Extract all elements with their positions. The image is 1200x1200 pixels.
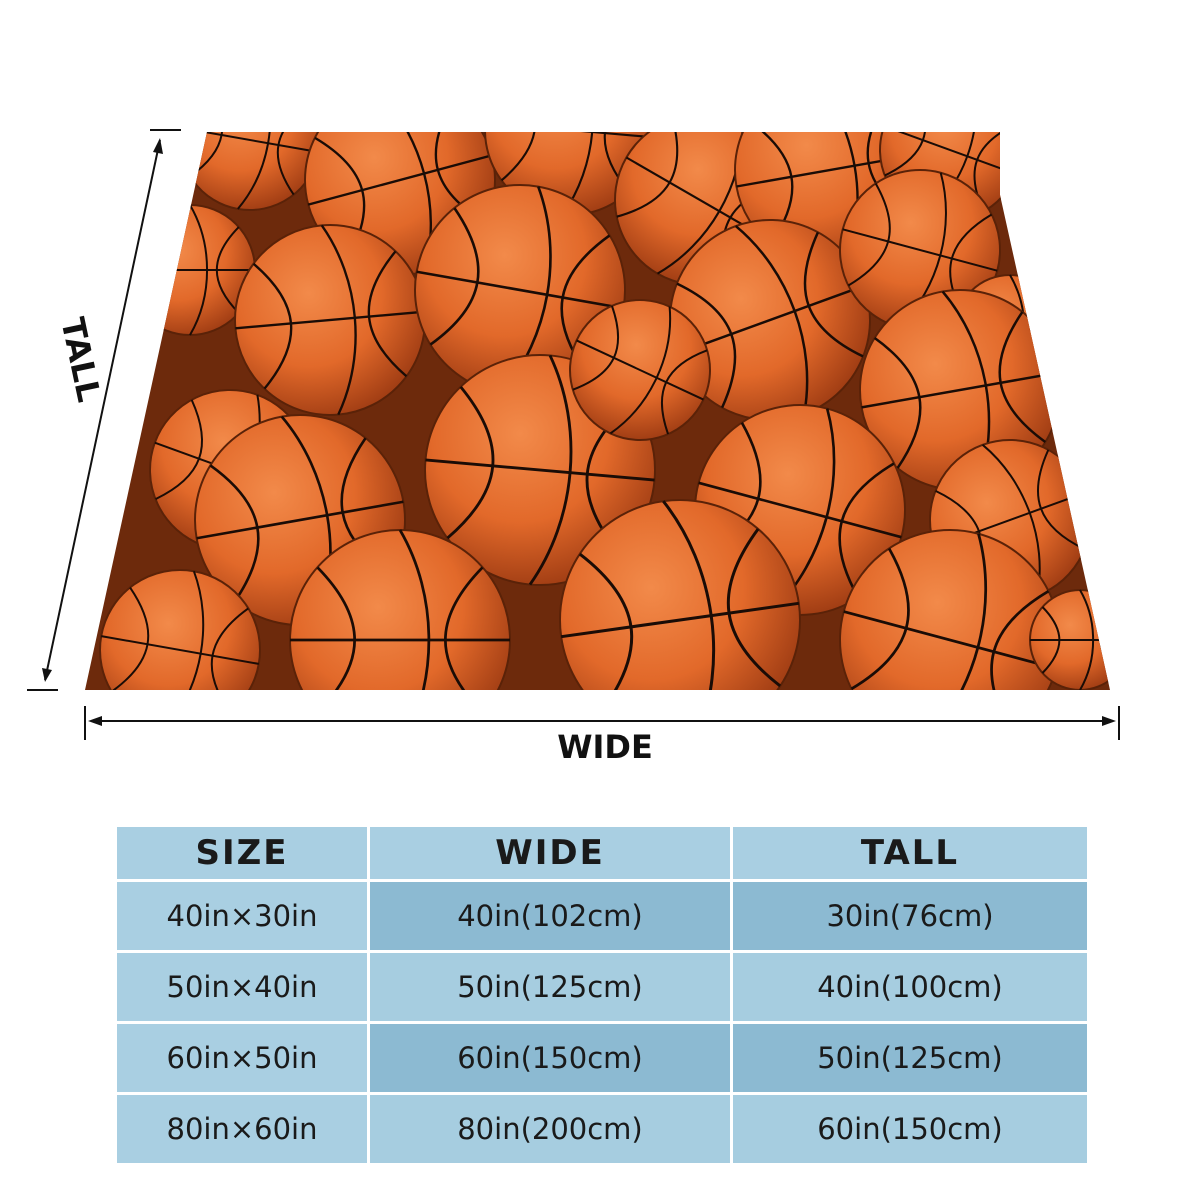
tall-label: TALL [53, 314, 108, 405]
size-cell: 60in×50in [114, 1021, 370, 1095]
basketball-icon [99, 569, 261, 690]
basketball-icon [559, 499, 801, 690]
wide-cell: 40in(102cm) [367, 879, 733, 953]
tall-cell: 50in(125cm) [730, 1021, 1090, 1095]
basketball-icon [289, 529, 511, 690]
basketball-icon [1029, 589, 1110, 690]
size-cell: 40in×30in [114, 879, 370, 953]
size-chart-table: SIZE WIDE TALL 40in×30in 40in(102cm) 30i… [114, 824, 1090, 1166]
size-cell: 80in×60in [114, 1092, 370, 1166]
size-table-header-row: SIZE WIDE TALL [114, 824, 1090, 882]
table-row: 40in×30in 40in(102cm) 30in(76cm) [114, 879, 1090, 953]
tall-cell: 40in(100cm) [730, 950, 1090, 1024]
basketball-icon [179, 132, 321, 211]
wide-cell: 60in(150cm) [367, 1021, 733, 1095]
blanket-illustration: TALL WIDE [27, 129, 1120, 766]
table-row: 60in×50in 60in(150cm) 50in(125cm) [114, 1021, 1090, 1095]
wide-label: WIDE [557, 728, 653, 766]
table-row: 50in×40in 50in(125cm) 40in(100cm) [114, 950, 1090, 1024]
wide-dimension-arrow [84, 706, 1120, 740]
header-size: SIZE [114, 824, 370, 882]
tall-cell: 30in(76cm) [730, 879, 1090, 953]
blanket [85, 132, 1110, 690]
header-wide: WIDE [367, 824, 733, 882]
header-tall: TALL [730, 824, 1090, 882]
size-cell: 50in×40in [114, 950, 370, 1024]
wide-cell: 50in(125cm) [367, 950, 733, 1024]
table-row: 80in×60in 80in(200cm) 60in(150cm) [114, 1092, 1090, 1166]
basketball-icon [569, 299, 711, 441]
tall-dimension-arrow [27, 129, 181, 691]
tall-cell: 60in(150cm) [730, 1092, 1090, 1166]
basketball-icon [839, 529, 1061, 690]
wide-cell: 80in(200cm) [367, 1092, 733, 1166]
